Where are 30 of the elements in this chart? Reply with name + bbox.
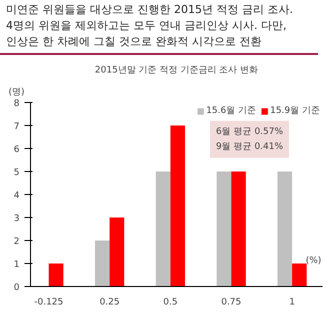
bar: [170, 126, 186, 286]
chart-title: 미연준 위원들을 대상으로 진행한 2015년 적정 금리 조사. 4명의 위원을 제외하고는 모두 연내 금리인상 시사. 다만, 인상은 한 차례에 그칠 것으로 완화적 시각으로 전환: [0, 0, 318, 55]
y-tick-label: 1: [14, 260, 20, 270]
bar: [216, 172, 232, 286]
bar: [48, 264, 64, 286]
annotation: 6월 평균 0.57% 9월 평균 0.41%: [216, 126, 284, 152]
bar: [110, 218, 124, 286]
x-tick-label: 0.75: [221, 298, 242, 308]
y-axis-title: (명): [8, 88, 25, 98]
y-tick-label: 2: [14, 237, 20, 247]
y-tick-label: 7: [14, 122, 20, 132]
x-tick-label: 0.25: [100, 298, 120, 308]
y-tick-label: 5: [14, 168, 20, 178]
bar: [277, 172, 292, 286]
bar: [292, 264, 307, 286]
x-tick-label: 0.5: [163, 298, 178, 308]
y-tick-label: 0: [14, 283, 20, 293]
x-tick-label: -0.125: [34, 298, 64, 308]
bar: [231, 172, 246, 286]
chart-subtitle: 2015년말 기준 적정 기준금리 조사 변화: [94, 66, 258, 76]
y-tick-label: 8: [14, 99, 20, 109]
legend-label: 15.9월 기준: [270, 105, 320, 117]
y-tick-label: 3: [14, 214, 20, 224]
bar: [156, 172, 170, 286]
x-axis-title: (%): [306, 256, 322, 266]
y-tick-label: 4: [14, 191, 20, 201]
legend-label: 15.6월 기준: [206, 105, 256, 117]
bar: [94, 240, 110, 286]
y-tick-label: 6: [14, 145, 20, 155]
x-tick-label: 1: [289, 298, 295, 308]
